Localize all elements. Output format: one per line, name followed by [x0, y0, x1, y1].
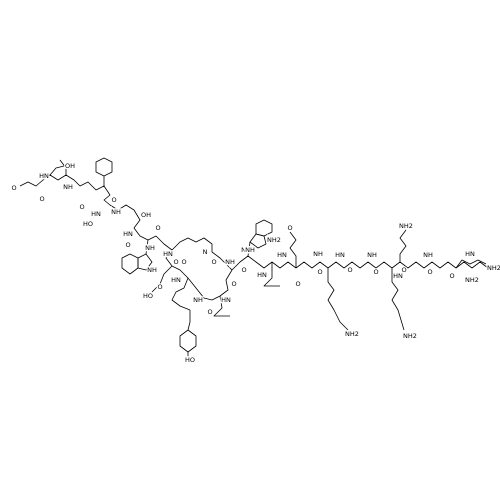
atom-label: O	[39, 195, 44, 203]
atom-label: O	[111, 196, 116, 204]
atom-label: O	[449, 272, 454, 280]
side-chain	[391, 268, 405, 331]
atom-label: O	[155, 224, 160, 232]
atom-label: NH2	[487, 264, 500, 272]
side-chain	[289, 231, 297, 268]
atom-label: OH	[65, 162, 75, 170]
bond	[145, 239, 149, 255]
indole-ring	[249, 233, 267, 249]
atom-label: NH	[63, 183, 73, 191]
atom-label: NH	[147, 266, 157, 274]
atom-label: HN	[393, 272, 403, 280]
macrocycle	[171, 277, 191, 311]
atom-label: HO	[143, 292, 153, 300]
atom-label: O	[125, 241, 130, 249]
atom-label: NH	[145, 244, 155, 252]
atom-label: NH	[313, 250, 323, 258]
atom-label: O	[211, 258, 216, 266]
atom-label: HN	[465, 250, 475, 258]
bond	[247, 241, 251, 257]
atom-label: HN	[163, 250, 173, 258]
side-chain	[59, 159, 67, 175]
side-chain	[213, 295, 230, 317]
atom-label: HN	[39, 172, 49, 180]
atom-label: O	[401, 266, 406, 274]
atom-label: NH	[367, 251, 377, 259]
bonds	[19, 157, 489, 358]
atom-label: O	[157, 283, 162, 291]
atom-label: NH	[193, 296, 203, 304]
atom-label: NH2	[403, 332, 417, 340]
atom-label: O	[207, 308, 212, 316]
atom-label: NH	[245, 246, 255, 254]
atom-label: NH2	[465, 276, 479, 284]
atom-label: HN	[123, 230, 133, 238]
atom-label: HO	[83, 220, 93, 228]
side-chain	[263, 262, 280, 287]
atom-label: HN	[171, 276, 181, 284]
atom-label: O	[373, 268, 378, 276]
atom-label: HN	[91, 210, 101, 218]
backbone	[19, 174, 489, 301]
atom-label: OH	[141, 211, 151, 219]
indole-ring	[255, 219, 273, 237]
atom-label: O	[173, 258, 178, 266]
side-chain	[399, 229, 407, 262]
atom-label: O	[287, 224, 292, 232]
atom-label: HN	[277, 251, 287, 259]
atom-label: O	[79, 203, 84, 211]
atom-label: O	[181, 258, 186, 266]
atom-label: NH2	[399, 222, 413, 230]
atom-label: O	[11, 184, 16, 192]
atom-label: O	[295, 280, 300, 288]
atom-label: N	[203, 248, 208, 256]
tyr-ring	[179, 329, 197, 353]
atom-label: HN	[335, 251, 345, 259]
atom-label: O	[347, 266, 352, 274]
atom-label: O	[231, 280, 236, 288]
atom-label: NH	[423, 251, 433, 259]
phe-ring	[95, 157, 113, 177]
atom-label: HN	[257, 271, 267, 279]
side-chain	[455, 259, 487, 269]
atom-label: NH	[241, 246, 251, 254]
atom-label: NH2	[345, 330, 359, 338]
indole-ring	[137, 253, 153, 271]
indole-ring	[121, 253, 139, 275]
atom-label: HN	[221, 296, 231, 304]
atom-label: O	[317, 268, 322, 276]
side-chain	[49, 165, 65, 176]
atom-label: O	[241, 266, 246, 274]
macrocycle	[171, 237, 233, 271]
atom-label: NH	[225, 258, 235, 266]
atom-label: NH2	[267, 236, 281, 244]
side-chain	[151, 265, 173, 293]
side-chain	[327, 268, 349, 331]
side-chain	[187, 310, 191, 331]
atom-label: O	[427, 268, 432, 276]
atom-label: NH	[111, 208, 121, 216]
atom-label: HO	[185, 356, 195, 364]
